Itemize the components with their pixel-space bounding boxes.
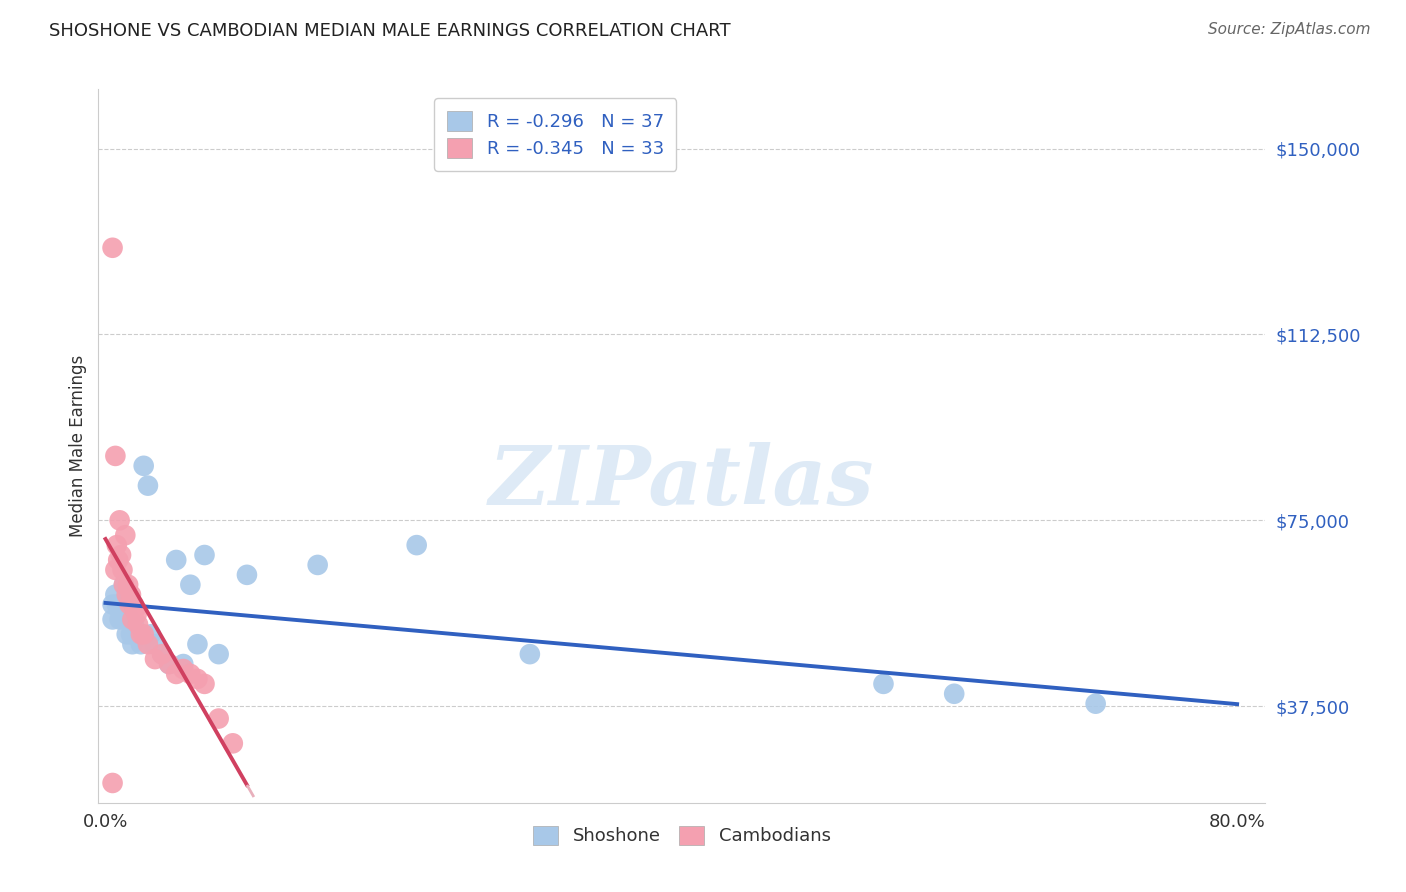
Point — [193, 548, 215, 562]
Point — [172, 657, 194, 671]
Point — [136, 478, 159, 492]
Point — [111, 607, 134, 622]
Point — [125, 607, 148, 622]
Point — [307, 558, 329, 572]
Point — [101, 612, 124, 626]
Text: SHOSHONE VS CAMBODIAN MEDIAN MALE EARNINGS CORRELATION CHART: SHOSHONE VS CAMBODIAN MEDIAN MALE EARNIN… — [49, 22, 731, 40]
Point — [179, 578, 201, 592]
Point — [108, 612, 131, 626]
Point — [101, 598, 124, 612]
Point — [143, 637, 166, 651]
Point — [104, 449, 127, 463]
Point — [186, 637, 208, 651]
Point — [120, 588, 142, 602]
Point — [165, 553, 187, 567]
Point — [108, 513, 131, 527]
Point — [943, 687, 966, 701]
Legend: Shoshone, Cambodians: Shoshone, Cambodians — [524, 816, 839, 855]
Point — [179, 667, 201, 681]
Point — [157, 657, 180, 671]
Point — [143, 652, 166, 666]
Point — [193, 677, 215, 691]
Point — [104, 563, 127, 577]
Point — [117, 578, 139, 592]
Point — [110, 548, 132, 562]
Point — [107, 553, 129, 567]
Point — [124, 602, 146, 616]
Point — [104, 588, 127, 602]
Point — [139, 627, 162, 641]
Point — [519, 647, 541, 661]
Point — [118, 612, 141, 626]
Point — [101, 241, 124, 255]
Text: Source: ZipAtlas.com: Source: ZipAtlas.com — [1208, 22, 1371, 37]
Point — [129, 627, 152, 641]
Point — [115, 627, 138, 641]
Point — [872, 677, 894, 691]
Point — [222, 736, 245, 750]
Point — [108, 602, 131, 616]
Point — [122, 617, 145, 632]
Point — [1084, 697, 1107, 711]
Point — [105, 598, 128, 612]
Point — [121, 612, 143, 626]
Point — [132, 627, 155, 641]
Point — [150, 647, 173, 661]
Point — [208, 712, 231, 726]
Point — [405, 538, 427, 552]
Point — [127, 617, 149, 632]
Point — [115, 612, 138, 626]
Point — [236, 567, 259, 582]
Point — [208, 647, 231, 661]
Point — [112, 578, 135, 592]
Point — [157, 657, 180, 671]
Point — [115, 588, 138, 602]
Point — [122, 598, 145, 612]
Point — [121, 637, 143, 651]
Point — [136, 637, 159, 651]
Point — [114, 528, 136, 542]
Point — [172, 662, 194, 676]
Point — [118, 598, 141, 612]
Point — [114, 598, 136, 612]
Text: ZIPatlas: ZIPatlas — [489, 442, 875, 522]
Point — [105, 538, 128, 552]
Point — [125, 627, 148, 641]
Point — [132, 458, 155, 473]
Point — [111, 563, 134, 577]
Point — [129, 637, 152, 651]
Point — [186, 672, 208, 686]
Point — [101, 776, 124, 790]
Point — [112, 578, 135, 592]
Y-axis label: Median Male Earnings: Median Male Earnings — [69, 355, 87, 537]
Point — [117, 598, 139, 612]
Point — [165, 667, 187, 681]
Point — [120, 627, 142, 641]
Point — [150, 647, 173, 661]
